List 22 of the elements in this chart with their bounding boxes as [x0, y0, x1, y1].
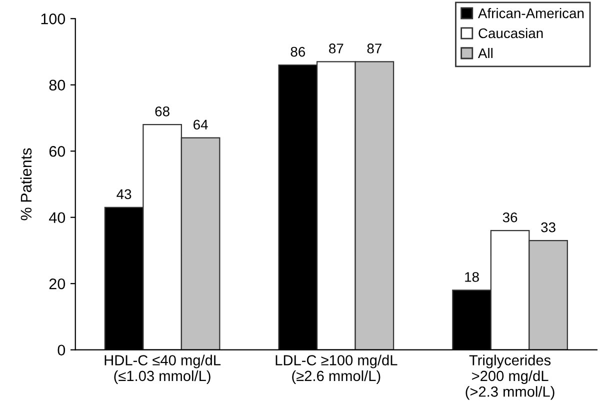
legend-label: All: [478, 48, 492, 58]
data-label: 87: [367, 44, 382, 54]
data-label: 64: [194, 120, 208, 130]
y-tick-label: 20: [49, 278, 66, 290]
y-tick-label: 40: [49, 212, 66, 224]
y-tick-label: 80: [49, 80, 66, 91]
y-tick-label: 100: [41, 14, 66, 24]
y-axis-title: % Patients: [20, 148, 32, 220]
data-label: 33: [541, 222, 556, 232]
x-tick-label: LDL-C ≥100 mg/dL (≥2.6 mmol/L): [276, 354, 398, 384]
data-label: 36: [502, 212, 518, 222]
y-tick-label: 0: [58, 344, 66, 356]
data-label: 87: [329, 44, 344, 54]
data-label: 86: [290, 46, 306, 57]
legend-label: African-American: [478, 8, 584, 18]
x-tick-label: HDL-C ≤40 mg/dL (≤1.03 mmol/L): [104, 354, 221, 384]
y-tick-label: 60: [49, 146, 66, 157]
data-label: 18: [465, 272, 479, 282]
data-label: 68: [155, 106, 170, 116]
data-label: 43: [116, 189, 132, 200]
x-tick-label: Triglycerides >200 mg/dL (>2.3 mmol/L): [466, 354, 554, 400]
legend-label: Caucasian: [478, 28, 543, 38]
